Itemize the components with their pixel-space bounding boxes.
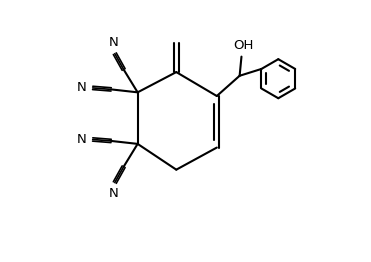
Text: N: N [76,81,86,94]
Text: OH: OH [233,39,253,52]
Text: N: N [76,133,86,146]
Text: N: N [108,36,118,49]
Text: N: N [108,187,118,200]
